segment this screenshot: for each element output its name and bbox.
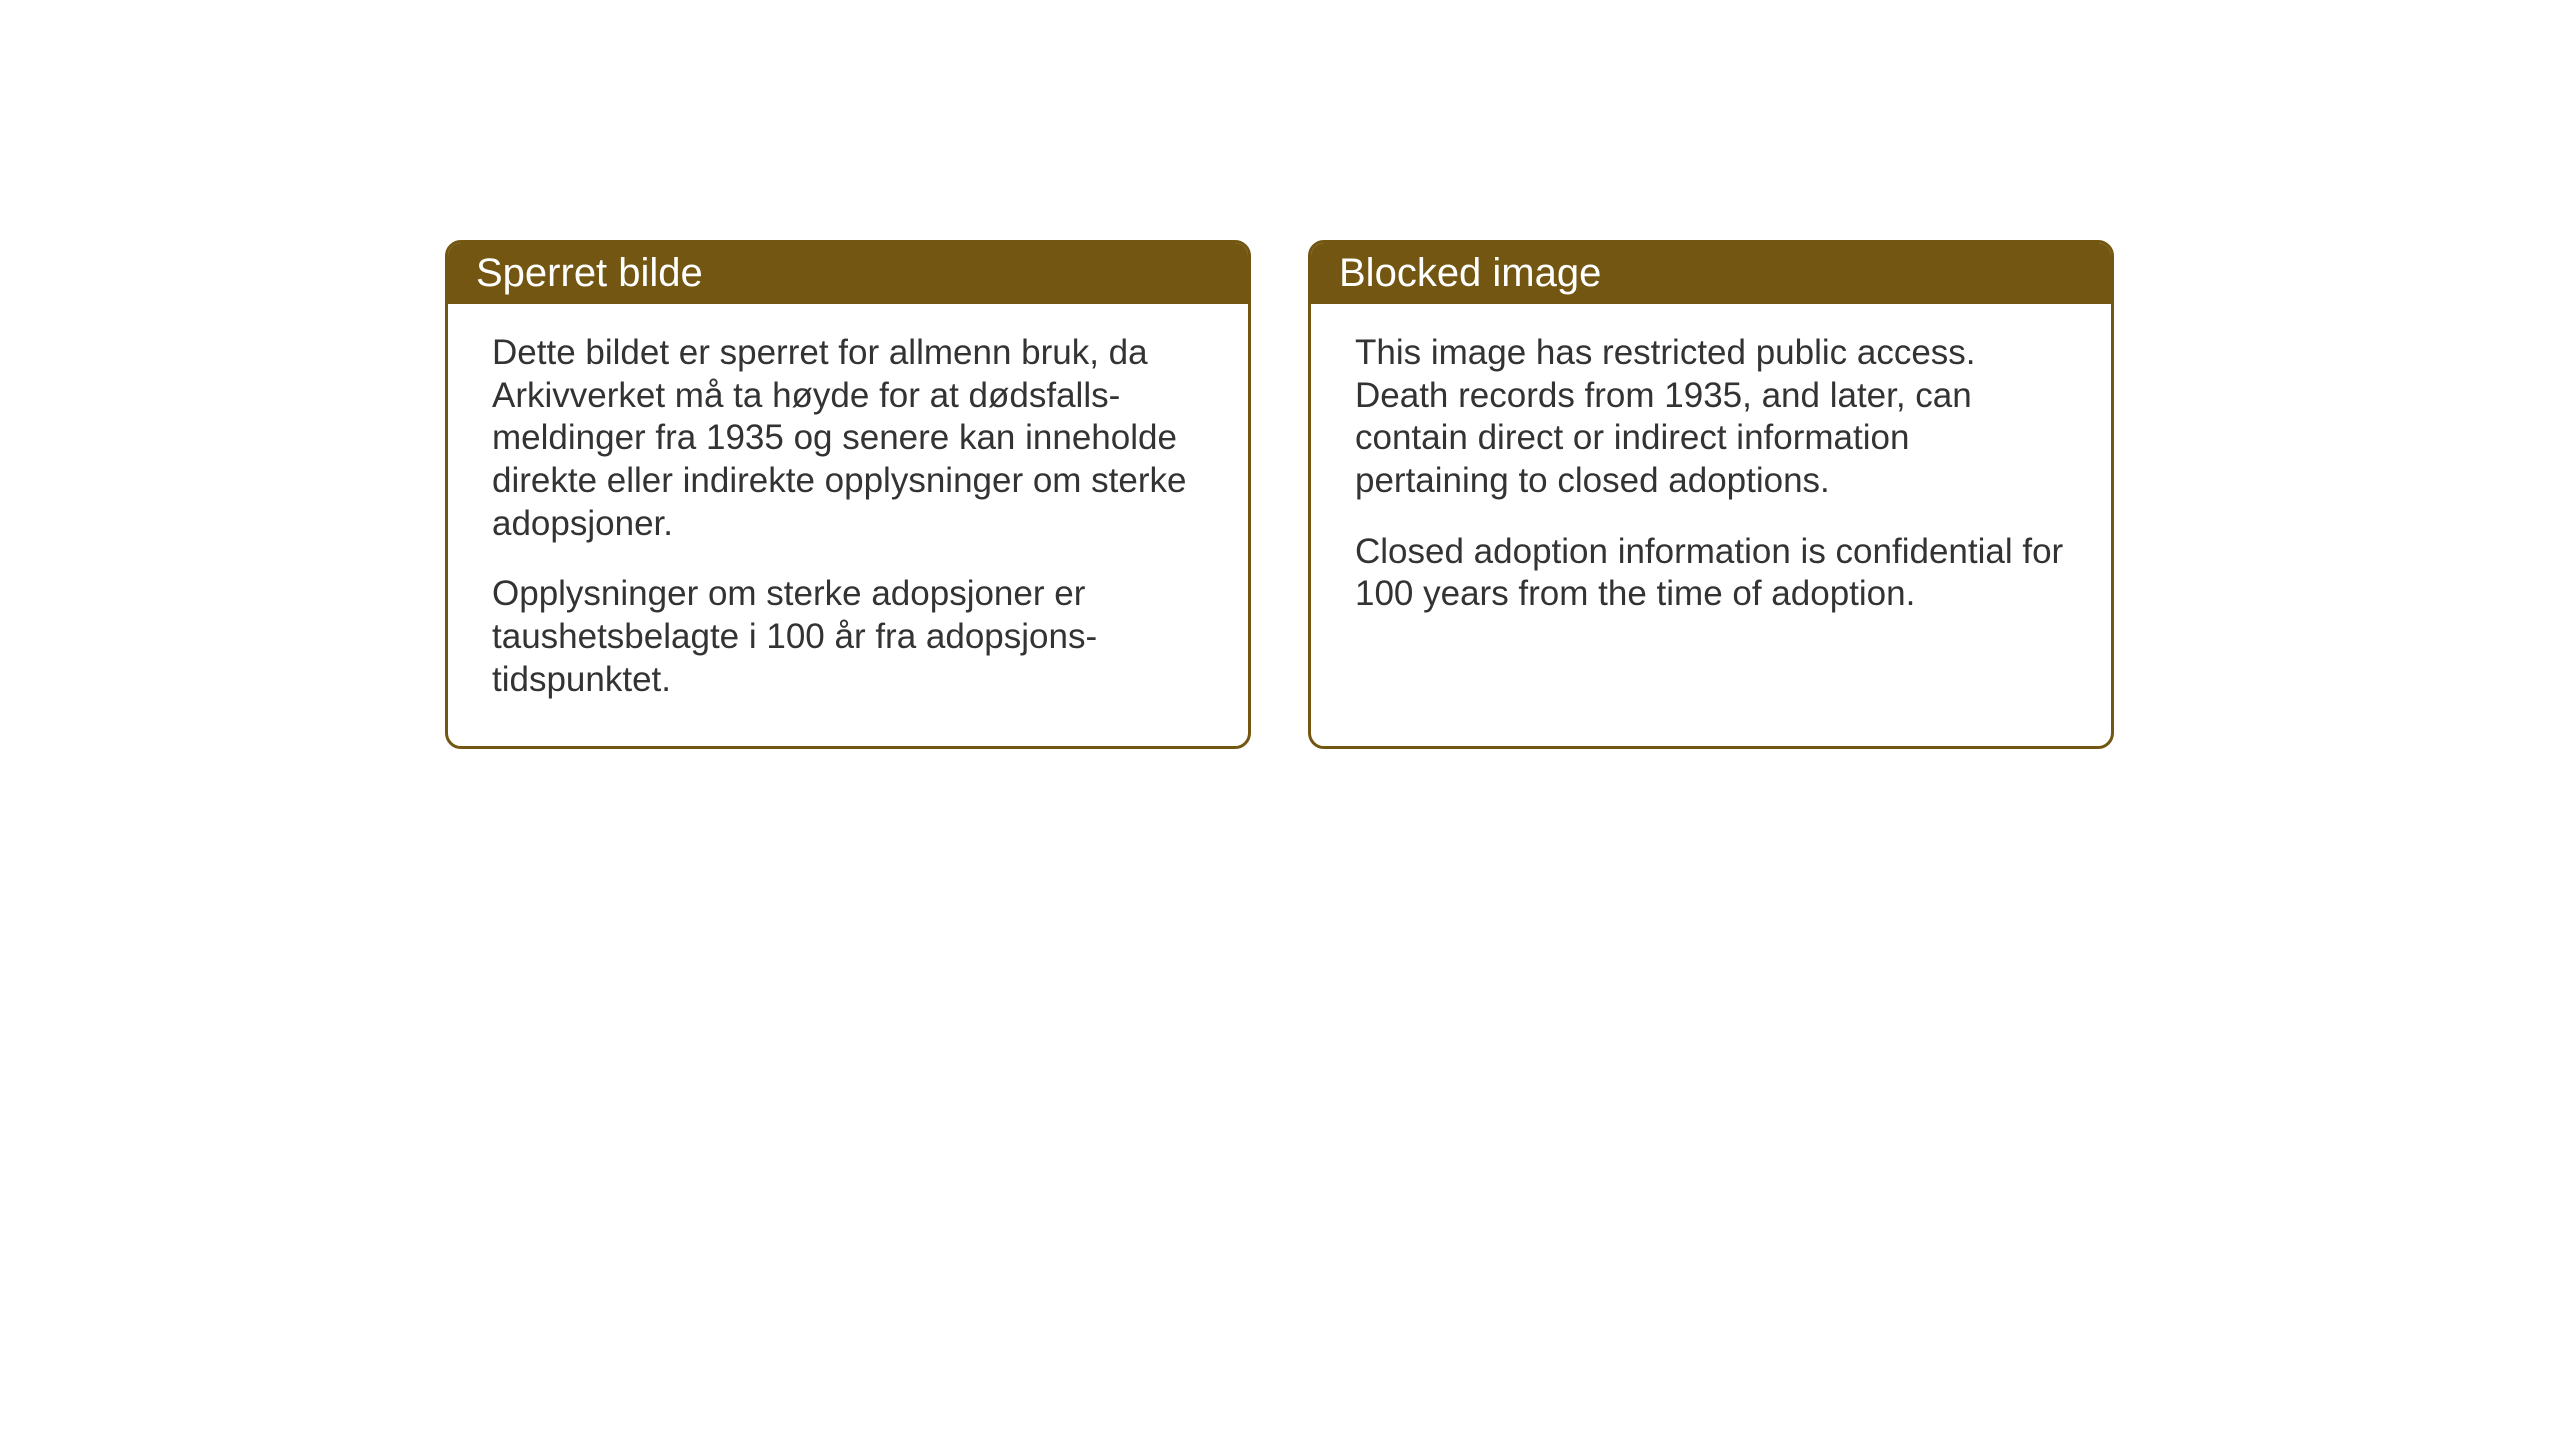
notice-paragraph-1-english: This image has restricted public access.… [1355, 332, 2067, 503]
notice-paragraph-2-english: Closed adoption information is confident… [1355, 531, 2067, 616]
notice-card-norwegian: Sperret bilde Dette bildet er sperret fo… [445, 240, 1251, 749]
notice-paragraph-1-norwegian: Dette bildet er sperret for allmenn bruk… [492, 332, 1204, 545]
notice-body-english: This image has restricted public access.… [1311, 304, 2111, 688]
notice-paragraph-2-norwegian: Opplysninger om sterke adopsjoner er tau… [492, 573, 1204, 701]
notice-card-english: Blocked image This image has restricted … [1308, 240, 2114, 749]
notice-container: Sperret bilde Dette bildet er sperret fo… [445, 240, 2114, 749]
notice-body-norwegian: Dette bildet er sperret for allmenn bruk… [448, 304, 1248, 746]
notice-header-english: Blocked image [1311, 243, 2111, 304]
notice-header-norwegian: Sperret bilde [448, 243, 1248, 304]
